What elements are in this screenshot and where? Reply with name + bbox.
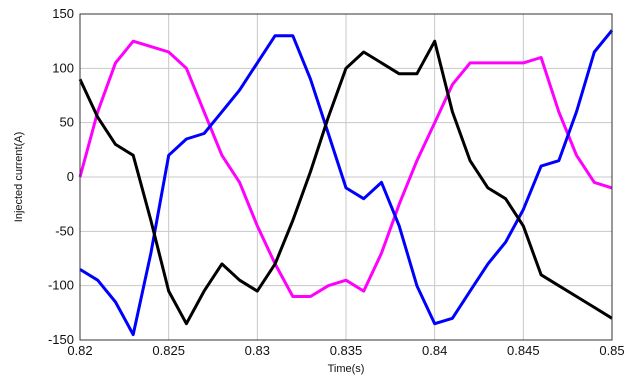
y-tick-label: 0: [67, 169, 74, 184]
series-line-2: [79, 29, 614, 337]
y-tick-label: 150: [52, 6, 74, 21]
x-tick-label: 0.845: [507, 343, 540, 358]
x-tick-label: 0.83: [245, 343, 270, 358]
x-tick-label: 0.82: [67, 343, 92, 358]
series-line-3: [78, 39, 613, 326]
y-tick-label: -100: [48, 278, 74, 293]
y-tick-label: -150: [48, 332, 74, 347]
x-tick-label: 0.835: [330, 343, 363, 358]
y-tick-labels: 150 100 50 0 -50 -100 -150: [48, 6, 74, 347]
y-tick-label: -50: [55, 223, 74, 238]
y-tick-label: 100: [52, 60, 74, 75]
y-axis-label: Injected current(A): [13, 132, 25, 222]
y-tick-label: 50: [60, 115, 74, 130]
plot-frame: [79, 13, 613, 341]
series-lines: [78, 29, 614, 337]
x-tick-label: 0.84: [422, 343, 447, 358]
series-line-1: [78, 39, 613, 298]
x-axis-label: Time(s): [328, 363, 365, 375]
grid: [80, 14, 612, 340]
x-tick-labels: 0.82 0.825 0.83 0.835 0.84 0.845 0.85: [67, 343, 624, 358]
x-tick-label: 0.85: [599, 343, 624, 358]
x-tick-label: 0.825: [152, 343, 185, 358]
